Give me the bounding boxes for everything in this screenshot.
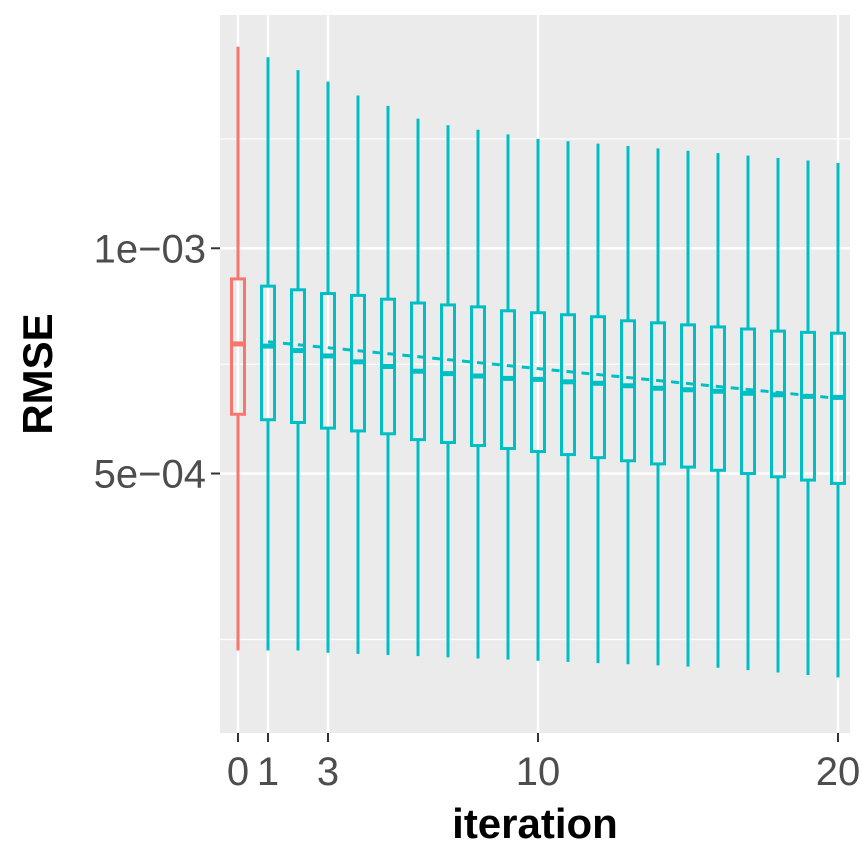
x-tick-label-4: 20 <box>816 750 861 794</box>
y-tick-label-0: 5e−04 <box>94 453 206 497</box>
iqr-box-19 <box>800 330 816 482</box>
box-iteration-12 <box>590 143 606 664</box>
box-iteration-1 <box>260 57 276 651</box>
box-iteration-13 <box>620 145 636 665</box>
box-iteration-2 <box>290 70 306 651</box>
box-iteration-8 <box>470 129 486 659</box>
box-iteration-15 <box>680 150 696 667</box>
box-iteration-5 <box>380 105 396 656</box>
iqr-box-17 <box>740 327 756 476</box>
x-tick-label-0: 0 <box>227 750 249 794</box>
x-tick-label-3: 10 <box>516 750 561 794</box>
box-iteration-11 <box>560 141 576 662</box>
x-axis: 0 1 3 10 20 <box>227 733 860 794</box>
box-iteration-14 <box>650 148 666 666</box>
iqr-box-14 <box>650 321 666 466</box>
box-iteration-10 <box>530 138 546 661</box>
iqr-box-16 <box>710 325 726 472</box>
box-iteration-0 <box>230 46 246 651</box>
x-tick-label-1: 1 <box>257 750 279 794</box>
box-iteration-7 <box>440 125 456 658</box>
iqr-box-2 <box>290 288 306 424</box>
box-iteration-20 <box>830 163 846 678</box>
iqr-box-15 <box>680 323 696 469</box>
y-axis: 5e−04 1e−03 <box>94 227 220 497</box>
iqr-box-1 <box>260 284 276 422</box>
box-iteration-16 <box>710 153 726 668</box>
box-iteration-18 <box>770 158 786 673</box>
iqr-box-18 <box>770 329 786 479</box>
iqr-box-11 <box>560 313 576 457</box>
x-axis-title: iteration <box>452 800 618 847</box>
box-iteration-6 <box>410 118 426 657</box>
trend-line-group <box>267 340 839 400</box>
iqr-box-10 <box>530 311 546 454</box>
minor-gridlines <box>220 138 850 641</box>
iqr-box-12 <box>590 315 606 460</box>
y-axis-title: RMSE <box>14 313 61 434</box>
box-iteration-9 <box>500 134 516 660</box>
iqr-box-3 <box>320 292 336 430</box>
y-tick-label-1: 1e−03 <box>94 227 206 271</box>
plot-panel <box>220 15 850 733</box>
box-iteration-3 <box>320 81 336 653</box>
iqr-box-13 <box>620 319 636 463</box>
x-tick-label-2: 3 <box>317 750 339 794</box>
iqr-box-0 <box>230 277 246 416</box>
box-iteration-17 <box>740 155 756 671</box>
box-iteration-19 <box>800 160 816 675</box>
trend-line <box>267 340 839 400</box>
iqr-box-20 <box>830 331 846 485</box>
box-iteration-4 <box>350 95 366 654</box>
box-series <box>230 46 846 678</box>
